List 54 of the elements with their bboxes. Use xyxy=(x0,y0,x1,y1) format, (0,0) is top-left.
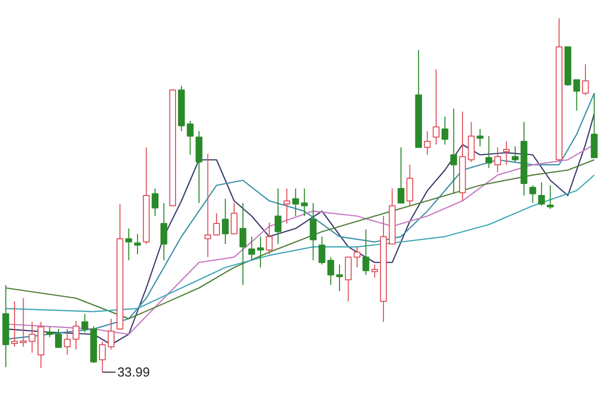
candlestick xyxy=(494,146,502,173)
candlestick xyxy=(450,108,458,194)
candlestick xyxy=(230,202,238,234)
candlestick xyxy=(442,116,448,146)
candlestick xyxy=(20,298,27,348)
candlestick xyxy=(248,236,256,261)
candlestick xyxy=(240,202,246,286)
candlestick xyxy=(152,188,158,217)
candlestick xyxy=(354,246,360,268)
candlestick xyxy=(125,228,132,261)
candlestick xyxy=(327,256,334,286)
candlestick xyxy=(468,121,475,162)
candlestick xyxy=(55,328,62,348)
candlestick xyxy=(283,188,290,224)
candlestick xyxy=(134,233,141,255)
candlestick xyxy=(362,229,370,276)
candlestick xyxy=(398,146,404,204)
candlestick xyxy=(72,320,80,350)
candlestick xyxy=(432,69,440,146)
candlestick xyxy=(476,128,484,147)
candlestick xyxy=(582,64,589,96)
candlestick xyxy=(300,188,308,217)
candlestick xyxy=(11,300,18,348)
candlestick xyxy=(424,130,431,156)
candlestick xyxy=(546,184,554,210)
candlestick xyxy=(318,236,326,266)
candlestick xyxy=(186,120,194,156)
candlestick xyxy=(512,146,519,162)
candlestick xyxy=(529,184,536,204)
candlestick xyxy=(344,256,352,302)
candlestick xyxy=(292,188,300,217)
candlestick xyxy=(222,198,229,245)
candlestick xyxy=(503,140,510,166)
candlestick xyxy=(590,92,598,158)
candlestick xyxy=(98,340,106,373)
candlestick xyxy=(371,264,378,278)
candlestick xyxy=(28,321,36,354)
candlestick xyxy=(204,153,212,258)
candlestick xyxy=(406,164,414,206)
candlestick xyxy=(573,79,580,112)
candlestick xyxy=(257,236,264,268)
candlestick xyxy=(336,264,343,292)
candlestick xyxy=(81,313,88,333)
candlestick xyxy=(310,202,317,261)
candlestick xyxy=(274,188,282,245)
candlestick xyxy=(64,328,71,356)
candlestick xyxy=(108,318,115,350)
candlestick xyxy=(46,326,54,338)
candlestick xyxy=(160,202,168,261)
candlestick xyxy=(266,222,273,255)
annotation: 33.99 xyxy=(117,364,150,380)
candlestick xyxy=(485,136,492,168)
candlestick xyxy=(538,182,545,206)
candlestick xyxy=(213,212,220,236)
